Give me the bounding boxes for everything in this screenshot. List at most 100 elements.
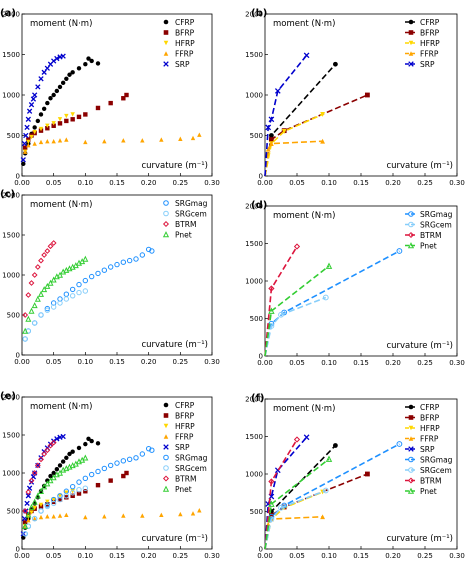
data-point <box>28 307 35 314</box>
legend-entry: BFRP <box>163 412 195 421</box>
y-tick-label: 2000 <box>2 192 20 200</box>
x-tick-label: 0.00 <box>257 552 273 560</box>
legend-entry: BFRP <box>405 414 440 423</box>
series-pnet <box>22 255 89 334</box>
y-tick-label: 1500 <box>245 240 263 248</box>
series-btrm <box>22 240 57 318</box>
data-point <box>101 267 108 273</box>
legend-entry: Pnet <box>162 231 192 240</box>
series-srgcem <box>22 288 89 342</box>
legend-entry: CFRP <box>405 18 440 27</box>
legend-marker <box>163 30 169 35</box>
data-point <box>124 470 129 476</box>
x-tick-label: 0.05 <box>289 552 305 560</box>
series-pnet <box>264 455 333 550</box>
x-tick-label: 0.30 <box>449 359 465 367</box>
data-point <box>83 62 88 67</box>
x-tick-label: 0.15 <box>353 179 369 187</box>
data-point <box>22 522 29 529</box>
legend-marker <box>163 454 169 461</box>
data-point <box>38 456 44 463</box>
y-tick-label: 1000 <box>245 278 263 286</box>
data-point <box>149 447 155 453</box>
data-point <box>83 514 88 520</box>
x-tick-label: 0.15 <box>353 552 369 560</box>
x-tick-label: 0.30 <box>449 552 465 560</box>
data-point <box>281 129 287 134</box>
legend-label: HFRP <box>420 39 440 48</box>
data-point <box>268 500 275 507</box>
legend-entry: BFRP <box>163 29 195 38</box>
data-point <box>26 143 31 148</box>
data-point <box>114 460 120 466</box>
data-point <box>31 470 38 476</box>
data-point <box>57 493 63 499</box>
x-tick-label: 0.20 <box>141 552 157 560</box>
legend-marker <box>408 51 414 56</box>
legend-marker <box>407 487 415 494</box>
data-point <box>22 531 28 537</box>
data-point <box>121 138 126 143</box>
data-point <box>197 508 202 513</box>
data-point <box>76 289 82 296</box>
data-point <box>29 134 34 140</box>
x-tick-label: 0.15 <box>353 359 369 367</box>
legend-entry: FFRP <box>163 433 194 442</box>
legend-entry: SRGmag <box>163 199 208 208</box>
data-point <box>293 436 301 443</box>
data-point <box>82 485 89 491</box>
legend-entry: SRGcem <box>163 210 207 219</box>
x-tick-label: 0.15 <box>109 179 125 187</box>
data-point <box>51 497 56 502</box>
legend-marker <box>408 40 414 46</box>
legend-marker <box>163 413 169 418</box>
data-point <box>70 489 75 494</box>
data-point <box>76 445 82 451</box>
x-tick-label: 0.30 <box>449 179 465 187</box>
panel-d: (d) 0.00 0.05 0.10 0.15 0.20 0.25 0.30 0 500 1000 1… <box>245 200 465 367</box>
legend-entry: Pnet <box>405 487 437 496</box>
data-point <box>20 157 26 163</box>
y-tick-label: 2000 <box>2 11 20 19</box>
legend-marker <box>163 423 169 429</box>
data-point <box>45 499 50 505</box>
data-point <box>269 141 274 146</box>
data-point <box>32 516 37 521</box>
x-tick-label: 0.10 <box>78 358 94 366</box>
data-point <box>31 498 38 505</box>
data-point <box>190 135 196 141</box>
data-point <box>57 496 63 503</box>
legend-entry: HFRP <box>163 422 195 431</box>
data-point <box>47 279 54 286</box>
data-point <box>278 311 284 318</box>
panel-label: (d) <box>251 200 267 211</box>
x-axis-label: curvature (m⁻¹) <box>141 340 208 350</box>
legend-label: Pnet <box>420 242 437 251</box>
series-line <box>264 439 298 550</box>
legend-entry: SRP <box>405 445 435 454</box>
series-cfrp <box>21 436 101 540</box>
panel-label: (b) <box>251 8 267 19</box>
data-point <box>34 295 41 302</box>
data-point <box>21 161 26 167</box>
data-point <box>38 502 44 508</box>
data-point <box>107 264 114 270</box>
series-btrm <box>264 436 301 550</box>
data-point <box>396 248 403 254</box>
legend-label: BFRP <box>420 29 440 38</box>
data-point <box>64 76 69 82</box>
data-point <box>38 139 44 145</box>
data-point <box>140 513 145 518</box>
legend-marker <box>407 231 415 239</box>
data-point <box>265 146 271 152</box>
data-point <box>269 512 274 518</box>
data-point <box>60 433 66 440</box>
data-point <box>44 305 51 312</box>
data-point <box>38 508 44 514</box>
y-tick-label: 1000 <box>245 92 263 100</box>
series-pnet <box>264 262 333 357</box>
legend-label: Pnet <box>175 231 192 240</box>
y-tick-label: 0 <box>259 353 263 361</box>
data-point <box>365 92 370 98</box>
data-point <box>50 240 57 246</box>
